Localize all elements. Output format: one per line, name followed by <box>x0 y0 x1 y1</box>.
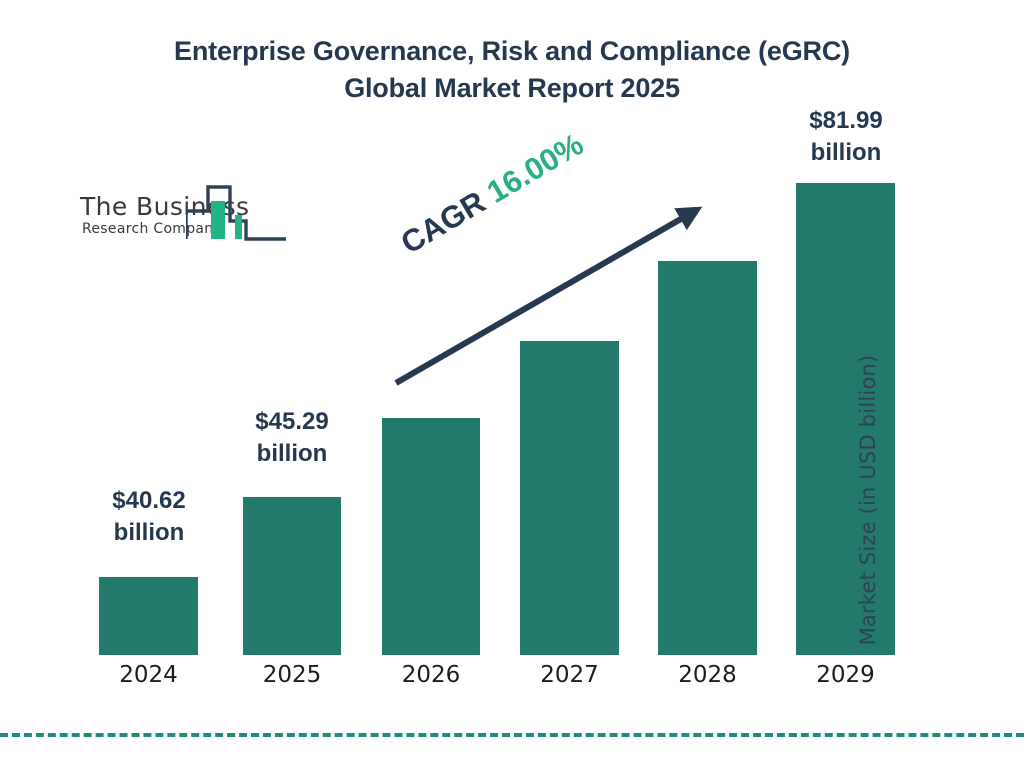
bar-2029 <box>796 183 895 655</box>
x-tick-2024: 2024 <box>119 662 178 688</box>
bar-2028 <box>658 261 757 655</box>
bar-2027 <box>520 341 619 655</box>
x-tick-2028: 2028 <box>678 662 737 688</box>
bar-value-label-2025: $45.29 billion <box>255 408 329 467</box>
bar-chart-logo-mark <box>186 185 286 241</box>
footer-divider <box>0 733 1024 737</box>
cagr-value: 16.00% <box>480 126 590 210</box>
cagr-label: CAGR <box>394 184 492 261</box>
x-tick-2029: 2029 <box>816 662 875 688</box>
company-logo: The Business Research Company <box>78 183 288 251</box>
bar-2024 <box>99 577 198 655</box>
bar-2025 <box>243 497 341 655</box>
bar-2026 <box>382 418 480 655</box>
x-tick-2026: 2026 <box>401 662 461 688</box>
y-axis-title: Market Size (in USD billion) <box>856 354 880 646</box>
x-tick-2027: 2027 <box>540 662 599 688</box>
bar-value-label-2024: $40.62 billion <box>112 487 186 546</box>
x-tick-2025: 2025 <box>262 662 322 688</box>
page-title: Enterprise Governance, Risk and Complian… <box>174 36 850 103</box>
bar-value-label-2029: $81.99 billion <box>809 107 883 166</box>
cagr-annotation: CAGR 16.00% <box>395 126 590 261</box>
